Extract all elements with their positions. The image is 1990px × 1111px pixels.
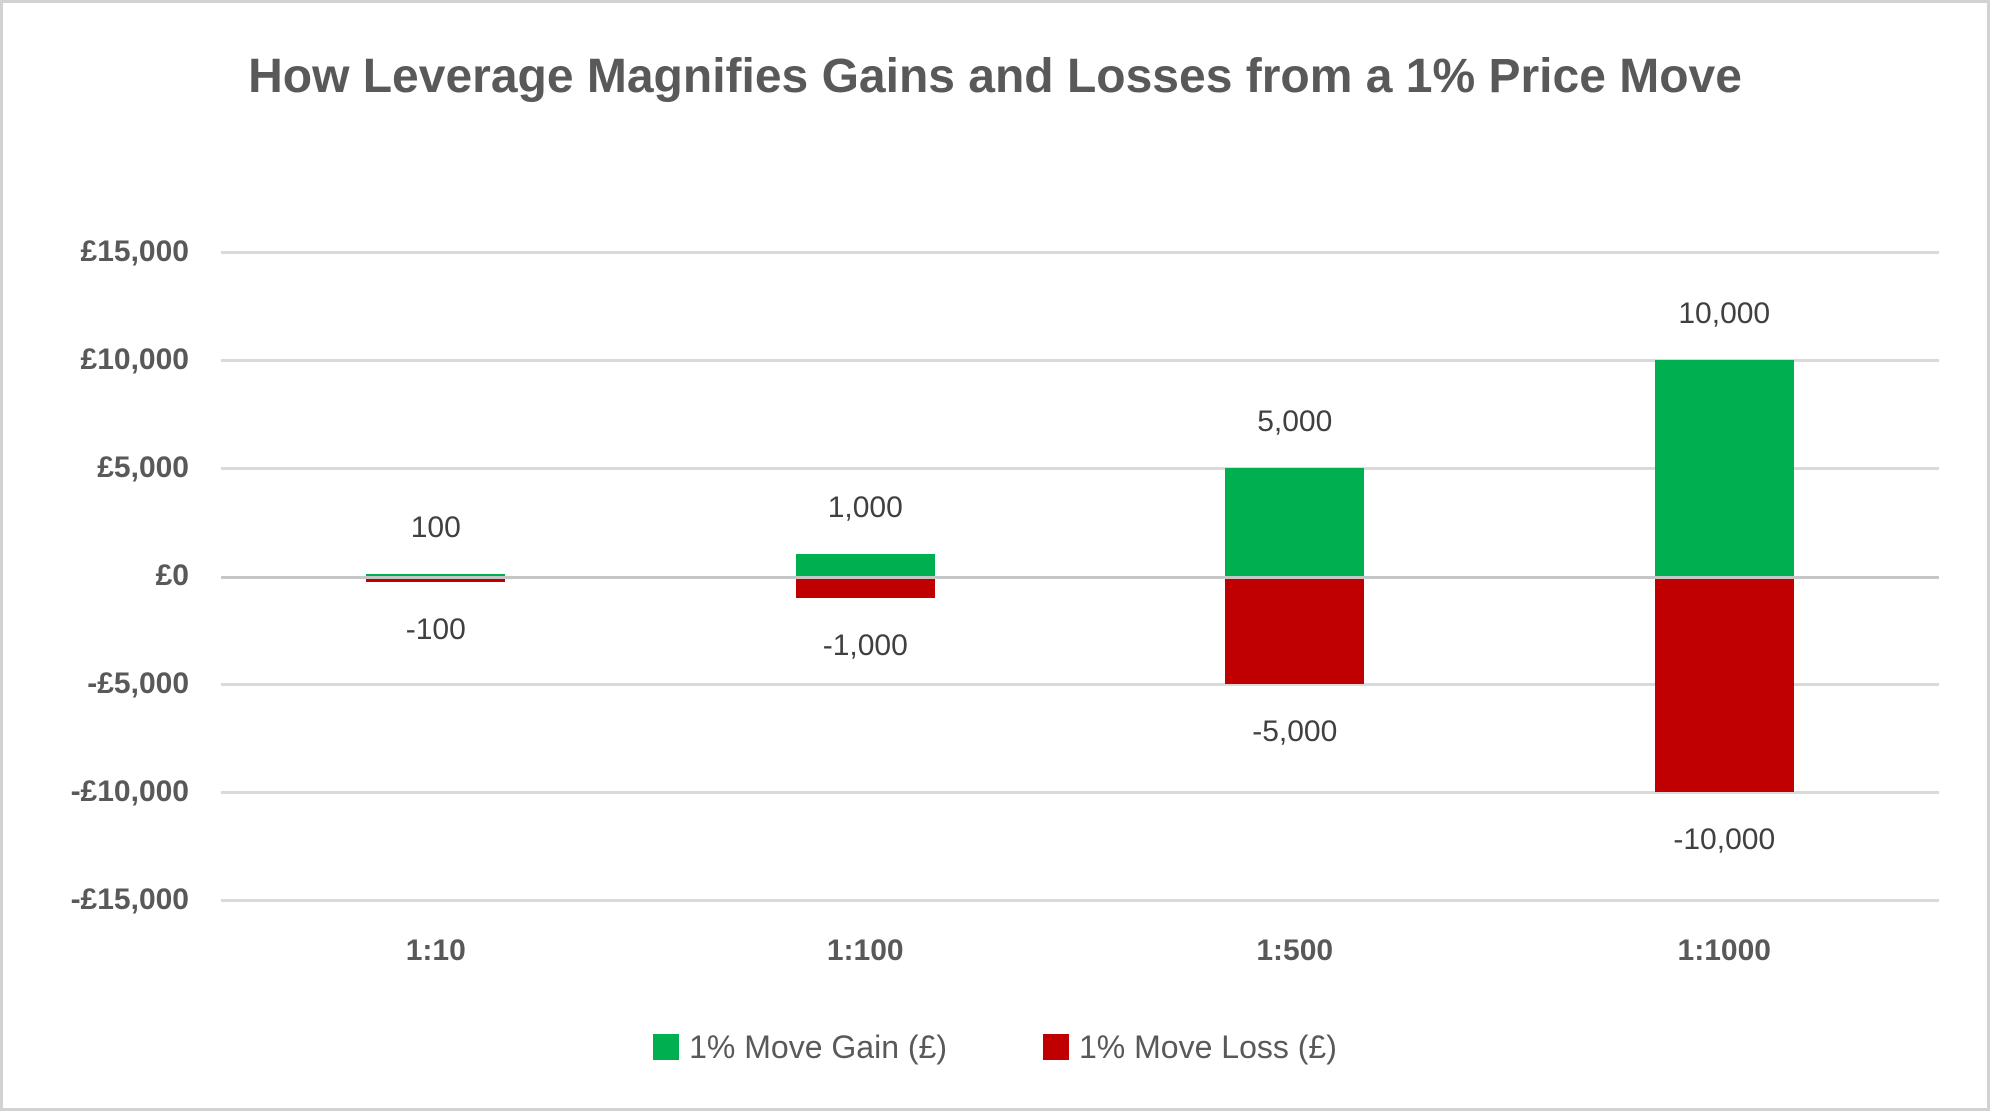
x-axis-label-1:1000: 1:1000 — [1677, 934, 1771, 967]
loss-series-swatch-icon — [1043, 1034, 1069, 1060]
y-axis-tick-label: -£5,000 — [87, 667, 189, 700]
chart-title: How Leverage Magnifies Gains and Losses … — [248, 50, 1742, 103]
plot-area: £15,000 £10,000 £5,000 £0 -£5,000 -£10,000 -£1… — [3, 3, 1987, 1108]
gain-series-swatch-icon — [653, 1034, 680, 1060]
loss-data-label: -5,000 — [1252, 715, 1338, 748]
gain-bar-1:1000 — [1654, 360, 1794, 576]
gain-bar-1:10 — [366, 573, 506, 576]
legend: 1% Move Gain (£) 1% Move Loss (£) — [3, 1019, 1987, 1075]
gain-bar-1:500 — [1225, 468, 1365, 576]
gain-data-label: 1,000 — [827, 491, 903, 525]
loss-data-label: -10,000 — [1673, 823, 1776, 856]
x-axis-label-1:10: 1:10 — [405, 934, 466, 967]
loss-bar-1:500 — [1225, 576, 1365, 684]
gridline--15000 — [221, 898, 1939, 902]
loss-data-label: -100 — [405, 612, 466, 646]
gain-data-label: 5,000 — [1257, 405, 1333, 438]
y-axis-tick-label: £5,000 — [97, 451, 189, 484]
legend-label-gain: 1% Move Gain (£) — [689, 1028, 947, 1065]
legend-label-loss: 1% Move Loss (£) — [1079, 1028, 1337, 1065]
y-axis-tick-label: £15,000 — [80, 235, 189, 268]
gridline-5000 — [221, 466, 1939, 470]
loss-bar-1:100 — [795, 576, 935, 598]
x-axis-label-1:500: 1:500 — [1256, 934, 1334, 967]
legend-item-loss: 1% Move Loss (£) — [1043, 1029, 1337, 1066]
zero-axis-line — [221, 576, 1939, 579]
loss-data-label: -1,000 — [822, 628, 908, 662]
gridline--10000 — [221, 790, 1939, 794]
gain-bar-1:100 — [795, 554, 935, 576]
loss-bar-1:1000 — [1654, 576, 1794, 792]
y-axis-tick-label: -£10,000 — [70, 775, 189, 808]
x-axis-label-1:100: 1:100 — [826, 934, 904, 967]
gridline--5000 — [221, 682, 1939, 686]
y-axis-tick-label: -£15,000 — [70, 883, 189, 916]
gridline-10000 — [221, 358, 1939, 362]
gain-data-label: 10,000 — [1678, 297, 1771, 330]
gain-data-label: 100 — [410, 510, 461, 544]
legend-item-gain: 1% Move Gain (£) — [653, 1029, 947, 1066]
y-axis-tick-label: £0 — [155, 559, 189, 592]
gridline-15000 — [221, 250, 1939, 254]
y-axis-tick-label: £10,000 — [80, 343, 189, 376]
